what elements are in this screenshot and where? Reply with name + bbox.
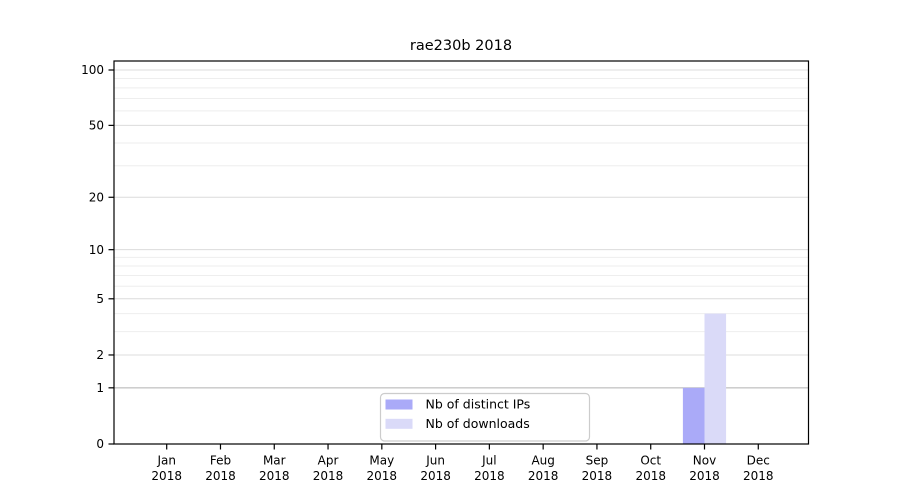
bar-nov-2018-distinct-ips <box>682 387 705 444</box>
y-tick-label: 0 <box>96 437 104 451</box>
x-tick-label: Aug 2018 <box>528 454 559 484</box>
x-tick-label: Oct 2018 <box>635 454 666 484</box>
x-tick-label: Nov 2018 <box>689 454 720 484</box>
plot-frame <box>113 60 810 445</box>
legend-frame <box>379 392 591 442</box>
y-tick-label: 2 <box>96 348 104 362</box>
bar-series <box>682 313 727 444</box>
bar-nov-2018-downloads <box>704 313 727 444</box>
legend-label-downloads: Nb of downloads <box>426 416 530 431</box>
y-tick-label: 100 <box>81 63 104 77</box>
legend-box: Nb of distinct IPs Nb of downloads <box>379 392 591 442</box>
legend-swatch-distinct-ips <box>385 399 413 410</box>
y-major-gridlines <box>114 69 809 389</box>
legend-swatch-downloads <box>385 418 413 429</box>
y-axis: 0 1 2 5 10 20 50 100 <box>81 63 114 451</box>
x-tick-label: Dec 2018 <box>743 454 774 484</box>
x-tick-label: Mar 2018 <box>259 454 290 484</box>
y-tick-label: 5 <box>96 292 104 306</box>
x-tick-label: Apr 2018 <box>313 454 344 484</box>
x-tick-label: Jun 2018 <box>420 454 451 484</box>
x-tick-label: Jul 2018 <box>474 454 505 484</box>
y-tick-label: 50 <box>89 119 104 133</box>
y-tick-label: 10 <box>89 243 104 257</box>
x-tick-label: Feb 2018 <box>205 454 236 484</box>
y-tick-label: 1 <box>96 381 104 395</box>
chart-title: rae230b 2018 <box>410 38 512 54</box>
x-tick-label: May 2018 <box>367 454 398 484</box>
x-tick-label: Jan 2018 <box>151 454 182 484</box>
y-minor-gridlines <box>114 77 809 333</box>
x-axis: Jan 2018 Feb 2018 Mar 2018 Apr 2018 May 2018 Jun 20… <box>151 444 774 484</box>
y-tick-label: 20 <box>89 190 104 204</box>
x-tick-label: Sep 2018 <box>582 454 613 484</box>
legend-label-distinct-ips: Nb of distinct IPs <box>426 397 531 412</box>
